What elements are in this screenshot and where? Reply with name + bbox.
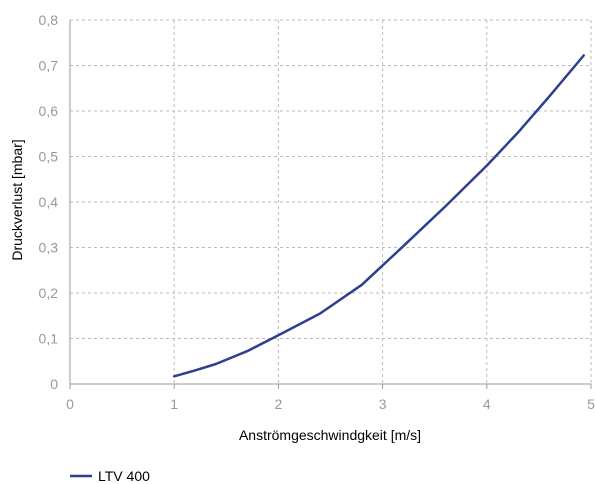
y-tick-label: 0	[50, 376, 58, 392]
x-tick-label: 2	[275, 396, 283, 412]
legend-label-ltv-400: LTV 400	[98, 468, 150, 484]
legend: LTV 400	[70, 468, 150, 484]
y-axis-label: Druckverlust [mbar]	[9, 139, 25, 260]
x-tick-label: 1	[170, 396, 178, 412]
x-tick-label: 3	[379, 396, 387, 412]
axes	[69, 20, 592, 389]
y-tick-label: 0,2	[39, 285, 59, 301]
y-tick-label: 0,4	[39, 194, 59, 210]
y-tick-labels: 0 0,1 0,2 0,3 0,4 0,5 0,6 0,7 0,8	[39, 12, 59, 392]
y-tick-label: 0,1	[39, 331, 59, 347]
grid	[70, 19, 592, 384]
y-tick-label: 0,3	[39, 240, 59, 256]
x-tick-label: 5	[587, 396, 595, 412]
series-line-ltv-400	[172, 54, 585, 378]
x-tick-label: 4	[483, 396, 491, 412]
x-tick-label: 0	[66, 396, 74, 412]
y-tick-label: 0,6	[39, 103, 59, 119]
y-tick-label: 0,7	[39, 58, 59, 74]
series-group	[172, 54, 585, 378]
y-tick-label: 0,8	[39, 12, 59, 28]
y-tick-label: 0,5	[39, 149, 59, 165]
x-axis-label: Anströmgeschwindgkeit [m/s]	[239, 427, 421, 443]
x-tick-labels: 0 1 2 3 4 5	[66, 396, 595, 412]
